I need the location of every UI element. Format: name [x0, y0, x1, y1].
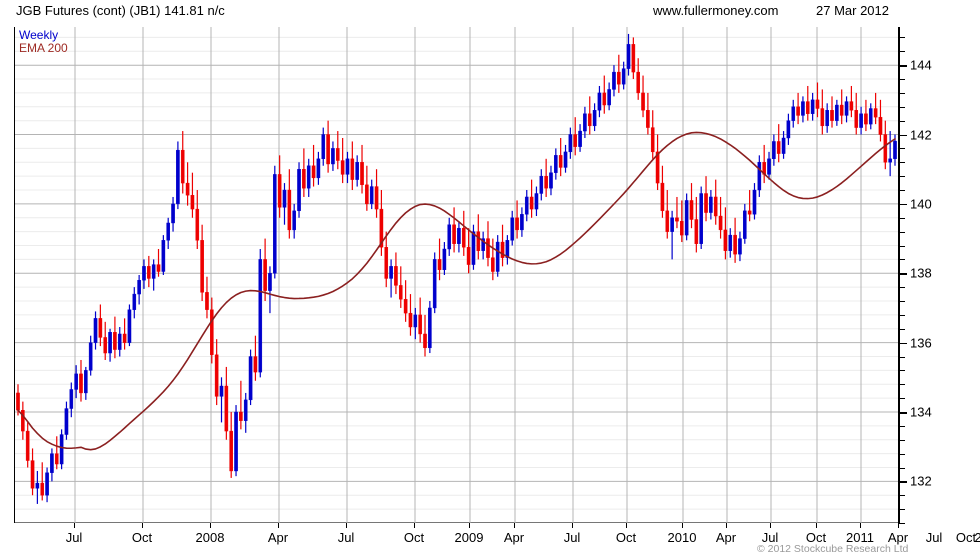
x-axis-label: Apr: [887, 530, 909, 545]
x-axis-tick: [210, 523, 211, 528]
y-axis-tick: [898, 398, 905, 400]
y-axis-tick-major: [898, 203, 907, 206]
x-axis-tick: [726, 523, 727, 528]
y-axis-tick: [898, 328, 905, 330]
x-axis-label: 2011: [846, 530, 874, 545]
chart-plot-area: Weekly EMA 200: [14, 27, 899, 523]
chart-gridlines: [15, 27, 899, 523]
x-axis-tick: [572, 523, 573, 528]
y-axis-tick: [898, 106, 905, 108]
y-axis-tick: [898, 79, 905, 80]
y-axis-tick-major: [898, 342, 907, 345]
y-axis-tick: [898, 120, 905, 122]
page-title: JGB Futures (cont) (JB1) 141.81 n/c: [16, 3, 225, 18]
y-axis-tick: [898, 467, 905, 469]
y-axis-tick-major: [898, 65, 907, 67]
y-axis-tick-major: [898, 134, 907, 136]
x-axis-label: Jul: [65, 530, 83, 545]
y-axis-label: 144: [910, 57, 932, 73]
y-axis-tick: [898, 176, 905, 178]
y-axis: 132 134 136 138 140 142 144: [898, 27, 980, 524]
y-axis-tick-major: [898, 412, 907, 414]
x-axis-label: Oct: [403, 530, 425, 545]
y-axis-tick: [898, 356, 905, 358]
x-axis-tick: [514, 523, 515, 528]
x-axis-tick: [278, 523, 279, 528]
legend-weekly-label: Weekly: [19, 28, 59, 42]
x-axis-tick: [346, 523, 347, 528]
candlestick-series: [16, 33, 897, 504]
website-label: www.fullermoney.com: [653, 3, 779, 18]
x-axis-tick: [626, 523, 627, 528]
y-axis-tick: [898, 245, 905, 247]
x-axis-tick: [414, 523, 415, 528]
y-axis-label: 140: [910, 196, 932, 212]
y-axis-tick: [898, 259, 905, 261]
chart-legend: Weekly EMA 200: [19, 29, 68, 55]
date-label: 27 Mar 2012: [816, 3, 889, 18]
x-axis-tick: [770, 523, 771, 528]
y-axis-tick: [898, 314, 905, 316]
x-axis-label: 2009: [454, 530, 484, 545]
y-axis-tick: [898, 162, 905, 164]
y-axis-tick: [898, 190, 905, 191]
y-axis-tick: [898, 425, 905, 427]
y-axis-tick: [898, 523, 905, 524]
y-axis-label: 132: [910, 473, 932, 489]
y-axis-tick: [898, 509, 905, 511]
x-axis-tick: [142, 523, 143, 528]
x-axis-tick: [860, 523, 861, 528]
y-axis-tick: [898, 301, 905, 302]
y-axis-tick-major: [898, 273, 907, 275]
y-axis-line: [898, 27, 900, 524]
legend-ema-label: EMA 200: [19, 41, 68, 55]
y-axis-tick: [898, 37, 905, 39]
x-axis-label: 2010: [667, 530, 697, 545]
x-axis-label: Jul: [563, 530, 581, 545]
y-axis-tick: [898, 439, 905, 441]
x-axis-label: Apr: [267, 530, 289, 545]
y-axis-tick: [898, 92, 905, 94]
x-axis-label: Jul: [925, 530, 943, 545]
y-axis-label: 136: [910, 335, 932, 351]
x-axis-label: Jul: [761, 530, 779, 545]
x-axis-tick: [74, 523, 75, 528]
chart-canvas: [15, 27, 899, 523]
y-axis-tick-major: [898, 481, 907, 483]
x-axis-tick: [682, 523, 683, 528]
y-axis-tick: [898, 287, 905, 289]
y-axis-tick: [898, 453, 905, 455]
y-axis-tick: [898, 148, 905, 150]
x-axis-label: Oct: [131, 530, 153, 545]
y-axis-tick: [898, 384, 905, 386]
y-axis-tick: [898, 495, 905, 497]
y-axis-label: 138: [910, 265, 932, 281]
y-axis-tick: [898, 217, 905, 219]
y-axis-tick: [898, 231, 905, 233]
x-axis-label: Jul: [337, 530, 355, 545]
x-axis-label: Apr: [715, 530, 737, 545]
y-axis-label: 142: [910, 127, 932, 142]
x-axis-tick: [898, 523, 899, 528]
x-axis-label: 2012: [974, 530, 980, 545]
y-axis-tick: [898, 51, 905, 53]
x-axis-tick: [469, 523, 470, 528]
x-axis-tick: [816, 523, 817, 528]
x-axis-label: Oct: [955, 530, 977, 545]
x-axis-label: Oct: [615, 530, 637, 545]
header-bar: JGB Futures (cont) (JB1) 141.81 n/c www.…: [0, 0, 980, 24]
x-axis-label: Oct: [805, 530, 827, 545]
y-axis-tick: [898, 370, 905, 372]
ema-200-line: [17, 131, 896, 451]
x-axis: Jul Oct 2008 Apr Jul Oct 2009 Apr Jul Oct 2010 Apr J…: [14, 523, 980, 553]
x-axis-label: Apr: [503, 530, 525, 545]
x-axis-label: 2008: [195, 530, 225, 545]
y-axis-label: 134: [910, 404, 932, 420]
copyright-label: © 2012 Stockcube Research Ltd: [757, 543, 909, 555]
